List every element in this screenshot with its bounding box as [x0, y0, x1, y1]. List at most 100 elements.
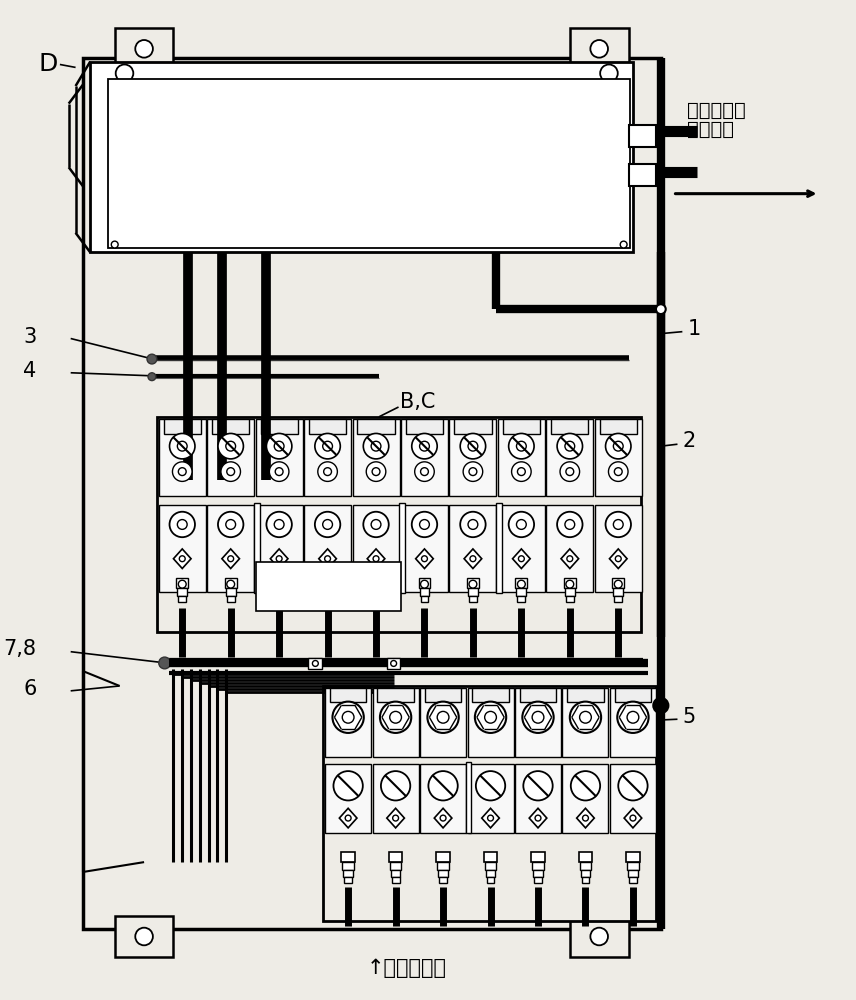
Circle shape	[389, 711, 401, 723]
Bar	[551, 419, 588, 434]
Circle shape	[318, 462, 337, 481]
Bar	[370, 578, 382, 588]
Polygon shape	[624, 808, 642, 828]
Circle shape	[517, 580, 526, 588]
Bar	[468, 588, 478, 596]
Circle shape	[565, 441, 574, 451]
Circle shape	[227, 468, 235, 476]
Circle shape	[615, 468, 622, 476]
Bar	[562, 764, 609, 833]
Bar	[498, 419, 545, 496]
Bar	[322, 578, 334, 588]
Bar	[570, 916, 628, 957]
Polygon shape	[482, 808, 499, 828]
Circle shape	[226, 520, 235, 529]
Bar	[484, 852, 497, 862]
Circle shape	[557, 433, 583, 459]
Bar	[420, 764, 466, 833]
Circle shape	[148, 373, 156, 381]
Circle shape	[654, 699, 668, 712]
Circle shape	[437, 711, 449, 723]
Bar	[158, 505, 205, 592]
Bar	[517, 596, 526, 602]
Polygon shape	[387, 808, 404, 828]
Bar	[595, 419, 642, 496]
Bar	[304, 419, 351, 496]
Circle shape	[135, 40, 153, 58]
Bar	[308, 658, 322, 669]
Circle shape	[332, 702, 364, 733]
Bar	[467, 688, 514, 757]
Bar	[256, 505, 303, 592]
Bar	[358, 419, 395, 434]
Circle shape	[484, 711, 496, 723]
Circle shape	[468, 520, 478, 529]
Circle shape	[656, 304, 666, 314]
Circle shape	[508, 512, 534, 537]
Bar	[343, 870, 353, 877]
Bar	[629, 877, 637, 883]
Circle shape	[440, 815, 446, 821]
Bar	[115, 916, 174, 957]
Text: 1: 1	[687, 319, 700, 339]
Circle shape	[605, 433, 631, 459]
Polygon shape	[529, 808, 547, 828]
Circle shape	[266, 512, 292, 537]
Circle shape	[419, 441, 430, 451]
Circle shape	[420, 580, 428, 588]
Circle shape	[334, 771, 363, 800]
Bar	[581, 877, 590, 883]
Circle shape	[605, 512, 631, 537]
Bar	[253, 503, 259, 593]
Bar	[304, 505, 351, 592]
Circle shape	[621, 241, 627, 248]
Circle shape	[218, 512, 243, 537]
Circle shape	[488, 815, 493, 821]
Text: 3: 3	[23, 327, 37, 347]
Bar	[325, 688, 372, 757]
Bar	[473, 688, 508, 702]
Bar	[439, 877, 447, 883]
Circle shape	[414, 462, 434, 481]
Circle shape	[276, 556, 282, 562]
Bar	[595, 505, 642, 592]
Bar	[108, 79, 629, 248]
Circle shape	[463, 462, 483, 481]
Bar	[628, 870, 638, 877]
Bar	[325, 764, 372, 833]
Bar	[566, 596, 574, 602]
Circle shape	[627, 711, 639, 723]
Bar	[330, 688, 366, 702]
Bar	[390, 870, 401, 877]
Bar	[484, 862, 496, 870]
Circle shape	[522, 702, 554, 733]
Bar	[580, 862, 591, 870]
Circle shape	[221, 462, 241, 481]
Circle shape	[315, 512, 341, 537]
Bar	[515, 578, 527, 588]
Bar	[467, 578, 479, 588]
Bar	[579, 852, 592, 862]
Circle shape	[461, 433, 485, 459]
Bar	[158, 419, 205, 496]
Polygon shape	[464, 549, 482, 569]
Bar	[496, 503, 502, 593]
Circle shape	[228, 556, 234, 562]
Circle shape	[512, 462, 532, 481]
Bar	[485, 870, 496, 877]
Bar	[419, 588, 430, 596]
Circle shape	[420, 468, 428, 476]
Circle shape	[178, 580, 186, 588]
Text: B,C: B,C	[401, 392, 436, 412]
Circle shape	[475, 702, 506, 733]
Bar	[614, 588, 623, 596]
Bar	[438, 870, 448, 877]
Circle shape	[566, 468, 574, 476]
Circle shape	[571, 771, 600, 800]
Circle shape	[147, 354, 157, 364]
Circle shape	[591, 928, 608, 945]
Bar	[401, 419, 448, 496]
Polygon shape	[513, 549, 530, 569]
Bar	[256, 419, 303, 496]
Bar	[565, 588, 574, 596]
